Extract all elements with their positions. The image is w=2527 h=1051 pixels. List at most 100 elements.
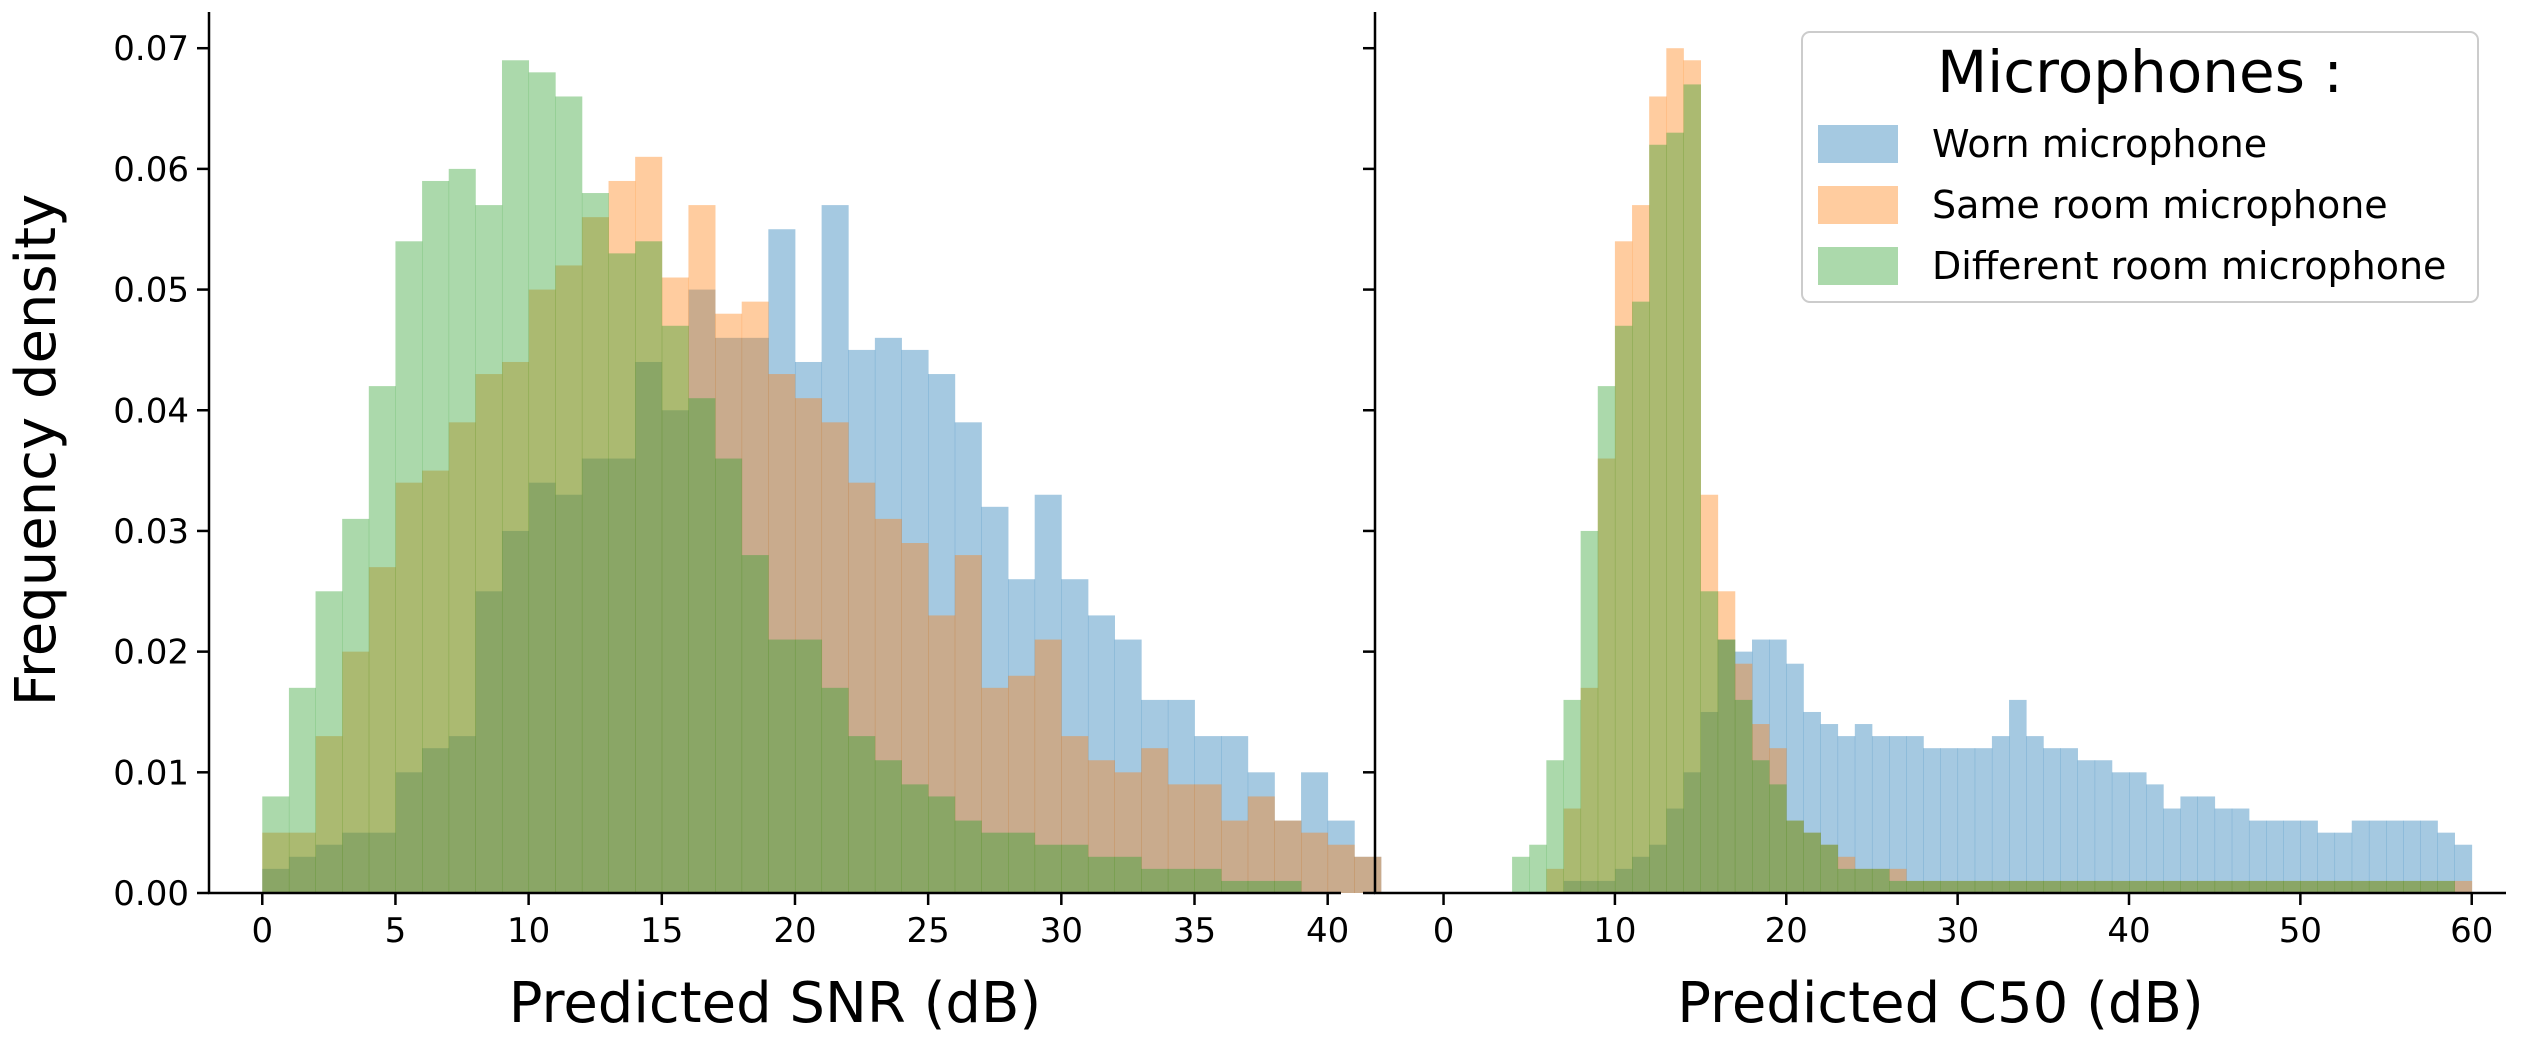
c50-bar-different-room-microphone [2386,880,2404,893]
snr-bar-same-room-microphone [1221,820,1249,893]
c50-bar-different-room-microphone [2180,880,2198,893]
c50-bar-worn-microphone [2334,832,2353,893]
c50-bar-worn-microphone [1803,711,1821,893]
c50-bar-different-room-microphone [2300,880,2318,893]
snr-bar-same-room-microphone [848,482,876,893]
snr-bar-same-room-microphone [1141,748,1169,893]
snr-bar-worn-microphone [1087,615,1115,893]
snr-bar-same-room-microphone [422,470,450,893]
c50-bar-worn-microphone [1889,736,1907,893]
snr-bar-worn-microphone [1034,494,1062,893]
c50-bar-different-room-microphone [1512,856,1530,893]
snr-x-tick-label: 30 [1040,911,1083,951]
snr-bar-same-room-microphone [1061,736,1089,893]
snr-bar-same-room-microphone [528,289,556,894]
c50-bar-same-room-microphone [2420,880,2438,893]
c50-bar-different-room-microphone [1614,325,1633,893]
snr-bar-worn-microphone [475,591,503,893]
c50-bar-different-room-microphone [1529,844,1547,893]
c50-bar-worn-microphone [1683,772,1701,893]
c50-bar-same-room-microphone [2111,880,2130,893]
c50-bar-worn-microphone [2386,820,2404,893]
snr-bar-same-room-microphone [874,518,902,893]
c50-bar-different-room-microphone [2420,880,2438,893]
snr-bar-same-room-microphone [821,422,849,893]
c50-bar-same-room-microphone [2163,880,2181,893]
c50-bar-different-room-microphone [1580,530,1599,893]
snr-bar-worn-microphone [1301,772,1329,893]
c50-bar-worn-microphone [2266,820,2284,893]
c50-bar-worn-microphone [1563,880,1582,893]
c50-bar-different-room-microphone [2026,880,2044,893]
snr-bar-same-room-microphone [581,217,609,893]
snr-bar-different-room-microphone [874,760,902,893]
snr-bar-different-room-microphone [768,639,796,893]
c50-bar-worn-microphone [1734,651,1753,893]
snr-bar-worn-microphone [954,422,982,893]
c50-bar-different-room-microphone [2368,880,2387,893]
c50-bar-worn-microphone [1614,868,1633,893]
snr-bar-different-room-microphone [1247,880,1275,893]
snr-bar-worn-microphone [741,337,769,894]
c50-bar-worn-microphone [2368,820,2387,893]
snr-y-tick-label: 0.02 [113,633,189,673]
snr-bar-different-room-microphone [368,386,396,893]
snr-bar-same-room-microphone [501,361,530,893]
snr-bar-different-room-microphone [501,60,530,893]
c50-bar-worn-microphone [2420,820,2438,893]
c50-bar-worn-microphone [1957,748,1976,893]
snr-bar-same-room-microphone [715,313,743,894]
c50-bar-same-room-microphone [1906,880,1924,893]
snr-y-tick-label: 0.01 [113,753,189,793]
snr-bar-worn-microphone [1247,772,1275,893]
snr-bar-worn-microphone [1061,579,1089,893]
snr-histogram-panel: 0.00 0.01 0.02 0.03 0.04 0.05 0.06 0.07 0 5 10 15 2… [113,12,1382,1036]
snr-bar-worn-microphone [928,374,956,893]
snr-bar-same-room-microphone [315,736,343,893]
snr-bar-worn-microphone [555,494,583,893]
c50-bar-different-room-microphone [1546,760,1564,893]
snr-bar-worn-microphone [1354,856,1382,893]
snr-bar-different-room-microphone [315,591,343,893]
c50-bar-different-room-microphone [1803,832,1821,893]
snr-bar-same-room-microphone [981,687,1009,893]
snr-bar-worn-microphone [395,772,423,893]
c50-bar-same-room-microphone [2283,880,2301,893]
c50-bar-same-room-microphone [1991,880,2010,893]
c50-x-tick-label: 20 [1765,911,1808,951]
snr-bar-different-room-microphone [954,820,982,893]
snr-bar-different-room-microphone [715,458,743,893]
snr-bar-worn-microphone [981,506,1009,893]
c50-bar-same-room-microphone [2351,880,2370,893]
c50-bar-worn-microphone [2026,736,2044,893]
c50-bar-same-room-microphone [2266,880,2284,893]
snr-bar-same-room-microphone [1167,784,1195,893]
c50-bar-different-room-microphone [2111,880,2130,893]
snr-bar-different-room-microphone [848,736,876,893]
snr-bar-worn-microphone [581,458,609,893]
snr-bar-different-room-microphone [528,72,556,894]
snr-bar-different-room-microphone [555,96,583,894]
snr-bar-worn-microphone [874,337,902,894]
snr-bar-same-room-microphone [635,156,663,893]
snr-x-tick-label: 10 [507,911,550,951]
c50-bar-same-room-microphone [1889,868,1907,893]
snr-x-tick-label: 35 [1173,911,1216,951]
c50-bar-same-room-microphone [2009,880,2027,893]
snr-y-tick-label: 0.06 [113,150,189,190]
legend-swatch-same-room [1818,186,1898,224]
snr-bar-worn-microphone [821,205,849,894]
c50-bar-different-room-microphone [2266,880,2284,893]
snr-x-ticks: 0 5 10 15 20 25 30 35 40 [251,893,1349,951]
snr-bar-different-room-microphone [661,325,689,893]
c50-bar-same-room-microphone [2403,880,2421,893]
c50-bar-same-room-microphone [1940,880,1959,893]
c50-bar-different-room-microphone [2334,880,2353,893]
c50-bar-same-room-microphone [2060,880,2078,893]
c50-bar-worn-microphone [1871,736,1890,893]
c50-bar-different-room-microphone [1786,820,1804,893]
c50-bar-same-room-microphone [1837,856,1856,893]
c50-bar-different-room-microphone [1666,132,1684,893]
snr-x-axis-title: Predicted SNR (dB) [509,971,1042,1036]
c50-bar-same-room-microphone [2368,880,2387,893]
